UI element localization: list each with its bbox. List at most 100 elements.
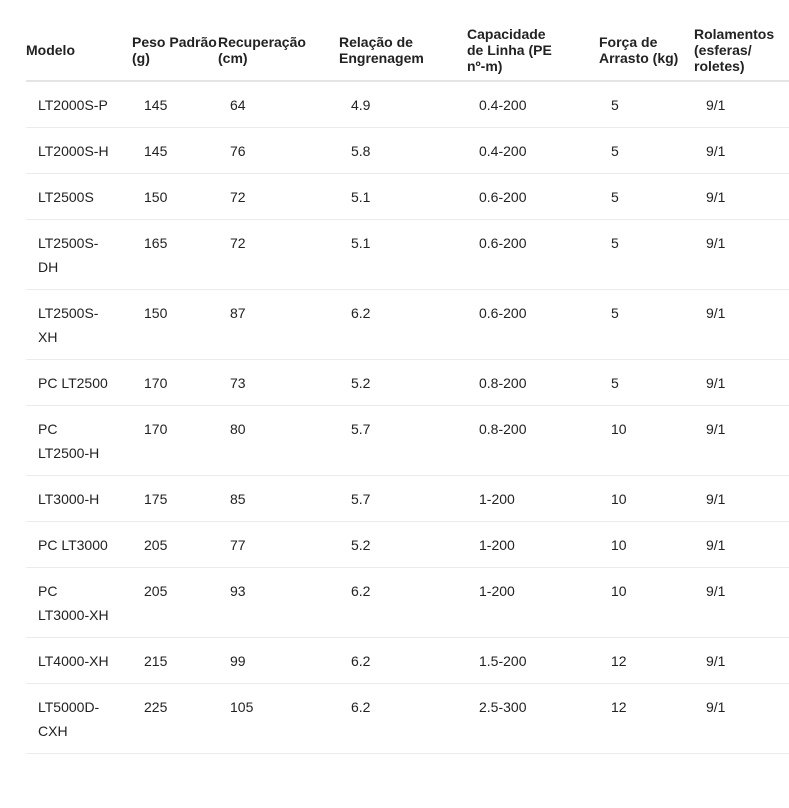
cell-retrieve: 105 bbox=[218, 683, 339, 754]
cell-weight: 150 bbox=[132, 289, 218, 360]
cell-retrieve: 85 bbox=[218, 475, 339, 522]
cell-text: 9/1 bbox=[706, 699, 726, 715]
cell-text: 72 bbox=[230, 235, 246, 251]
cell-line-capacity: 2.5-300 bbox=[467, 683, 599, 754]
cell-line-capacity: 0.6-200 bbox=[467, 219, 599, 290]
cell-text: 0.4-200 bbox=[479, 143, 527, 159]
cell-text: LT4000-XH bbox=[38, 653, 109, 669]
cell-text: 9/1 bbox=[706, 189, 726, 205]
cell-bearings: 9/1 bbox=[694, 173, 789, 220]
cell-line-capacity: 1-200 bbox=[467, 475, 599, 522]
table-row: LT2500S-XH 150 87 6.2 0.6-200 5 9/1 bbox=[26, 289, 789, 360]
cell-text: LT5000D-CXH bbox=[38, 699, 100, 739]
cell-text: 150 bbox=[144, 189, 168, 205]
cell-text: LT2000S-H bbox=[38, 143, 109, 159]
cell-text: 99 bbox=[230, 653, 246, 669]
cell-text: 5.8 bbox=[351, 143, 371, 159]
cell-model: LT2000S-H bbox=[26, 127, 132, 174]
cell-text: 165 bbox=[144, 235, 168, 251]
header-row: Modelo Peso Padrão (g) Recuperação (cm) Rel… bbox=[26, 22, 789, 82]
cell-text: 5.2 bbox=[351, 537, 371, 553]
cell-bearings: 9/1 bbox=[694, 521, 789, 568]
cell-text: 5 bbox=[611, 235, 619, 251]
cell-text: 85 bbox=[230, 491, 246, 507]
cell-text: 5.2 bbox=[351, 375, 371, 391]
column-header-line-capacity: Capacidade de Linha (PE nº-m) bbox=[467, 22, 599, 82]
cell-text: 4.9 bbox=[351, 97, 371, 113]
table-row: LT2000S-H 145 76 5.8 0.4-200 5 9/1 bbox=[26, 127, 789, 174]
cell-weight: 150 bbox=[132, 173, 218, 220]
cell-line-capacity: 1.5-200 bbox=[467, 637, 599, 684]
column-header-model: Modelo bbox=[26, 22, 132, 82]
cell-text: 170 bbox=[144, 421, 168, 437]
cell-text: 5 bbox=[611, 375, 619, 391]
table-row: PC LT2500-H 170 80 5.7 0.8-200 10 9/1 bbox=[26, 405, 789, 476]
cell-drag: 5 bbox=[599, 173, 694, 220]
cell-gear-ratio: 4.9 bbox=[339, 81, 467, 128]
cell-model: LT2500S-XH bbox=[26, 289, 132, 360]
cell-text: LT2500S-DH bbox=[38, 235, 99, 275]
cell-line-capacity: 1-200 bbox=[467, 567, 599, 638]
cell-weight: 165 bbox=[132, 219, 218, 290]
cell-model: LT4000-XH bbox=[26, 637, 132, 684]
column-header-label: Recuperação (cm) bbox=[218, 34, 306, 66]
cell-text: 205 bbox=[144, 537, 168, 553]
cell-weight: 205 bbox=[132, 567, 218, 638]
cell-text: 73 bbox=[230, 375, 246, 391]
cell-text: 5.1 bbox=[351, 189, 371, 205]
cell-model: LT3000-H bbox=[26, 475, 132, 522]
cell-text: 9/1 bbox=[706, 491, 726, 507]
cell-gear-ratio: 6.2 bbox=[339, 567, 467, 638]
cell-gear-ratio: 5.1 bbox=[339, 173, 467, 220]
cell-text: 0.6-200 bbox=[479, 305, 527, 321]
cell-retrieve: 87 bbox=[218, 289, 339, 360]
cell-model: PC LT3000 bbox=[26, 521, 132, 568]
cell-bearings: 9/1 bbox=[694, 127, 789, 174]
cell-text: 0.6-200 bbox=[479, 235, 527, 251]
cell-text: 10 bbox=[611, 421, 627, 437]
cell-text: 5.7 bbox=[351, 421, 371, 437]
cell-text: 10 bbox=[611, 491, 627, 507]
cell-text: 5 bbox=[611, 305, 619, 321]
cell-text: LT3000-H bbox=[38, 491, 100, 507]
cell-text: 0.8-200 bbox=[479, 375, 527, 391]
cell-text: 10 bbox=[611, 583, 627, 599]
cell-text: 80 bbox=[230, 421, 246, 437]
cell-weight: 205 bbox=[132, 521, 218, 568]
cell-bearings: 9/1 bbox=[694, 81, 789, 128]
table-row: PC LT3000 205 77 5.2 1-200 10 9/1 bbox=[26, 521, 789, 568]
cell-text: 9/1 bbox=[706, 421, 726, 437]
cell-text: 9/1 bbox=[706, 143, 726, 159]
column-header-weight: Peso Padrão (g) bbox=[132, 22, 218, 82]
column-header-label: Capacidade de Linha (PE nº-m) bbox=[467, 26, 552, 74]
table-row: PC LT3000-XH 205 93 6.2 1-200 10 9/1 bbox=[26, 567, 789, 638]
cell-text: 6.2 bbox=[351, 653, 371, 669]
cell-bearings: 9/1 bbox=[694, 289, 789, 360]
cell-text: 215 bbox=[144, 653, 168, 669]
cell-drag: 5 bbox=[599, 127, 694, 174]
cell-text: 10 bbox=[611, 537, 627, 553]
table-row: PC LT2500 170 73 5.2 0.8-200 5 9/1 bbox=[26, 359, 789, 406]
cell-text: 5.7 bbox=[351, 491, 371, 507]
cell-text: 170 bbox=[144, 375, 168, 391]
column-header-retrieve: Recuperação (cm) bbox=[218, 22, 339, 82]
cell-text: 77 bbox=[230, 537, 246, 553]
cell-gear-ratio: 6.2 bbox=[339, 289, 467, 360]
column-header-label: Rolamentos (esferas/ roletes) bbox=[694, 26, 775, 74]
cell-bearings: 9/1 bbox=[694, 567, 789, 638]
cell-text: 145 bbox=[144, 97, 168, 113]
cell-text: 9/1 bbox=[706, 97, 726, 113]
cell-text: 1-200 bbox=[479, 583, 515, 599]
cell-drag: 12 bbox=[599, 683, 694, 754]
cell-text: 145 bbox=[144, 143, 168, 159]
cell-text: 5 bbox=[611, 143, 619, 159]
cell-retrieve: 64 bbox=[218, 81, 339, 128]
cell-text: 87 bbox=[230, 305, 246, 321]
cell-bearings: 9/1 bbox=[694, 405, 789, 476]
cell-model: LT2500S bbox=[26, 173, 132, 220]
cell-bearings: 9/1 bbox=[694, 475, 789, 522]
cell-gear-ratio: 5.2 bbox=[339, 359, 467, 406]
cell-model: PC LT3000-XH bbox=[26, 567, 132, 638]
cell-gear-ratio: 5.2 bbox=[339, 521, 467, 568]
cell-bearings: 9/1 bbox=[694, 683, 789, 754]
